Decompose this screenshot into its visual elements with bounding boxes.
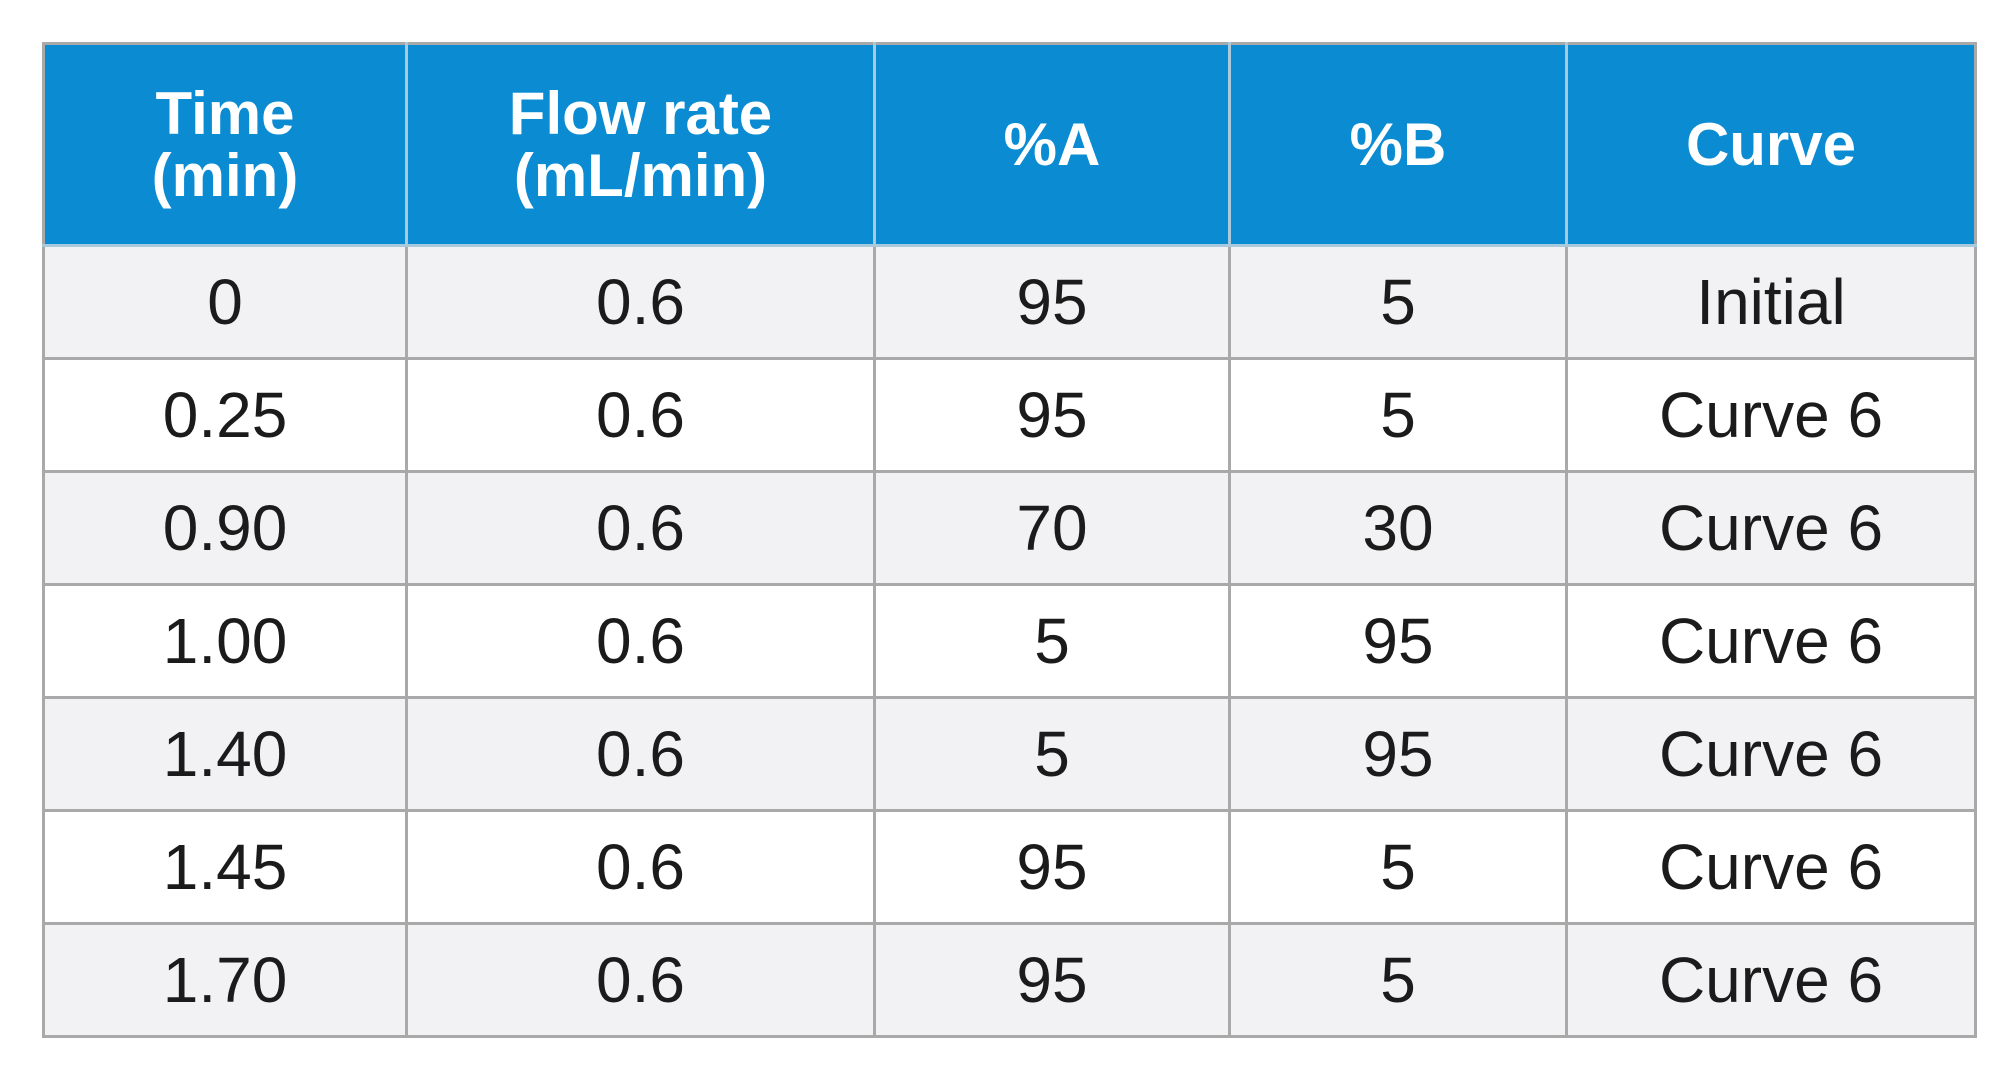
table-row: 0.25 0.6 95 5 Curve 6 — [42, 357, 1977, 473]
table-row: 1.40 0.6 5 95 Curve 6 — [42, 696, 1977, 812]
table-row: 1.45 0.6 95 5 Curve 6 — [42, 809, 1977, 925]
cell-percent-b: 5 — [1228, 809, 1568, 925]
cell-flow-rate: 0.6 — [405, 583, 876, 699]
cell-time: 1.45 — [42, 809, 408, 925]
cell-flow-rate: 0.6 — [405, 244, 876, 360]
cell-time: 0.90 — [42, 470, 408, 586]
cell-percent-b: 30 — [1228, 470, 1568, 586]
table-header: Time (min) Flow rate (mL/min) %A %B Curv… — [42, 42, 1977, 247]
header-time-unit: (min) — [151, 141, 299, 209]
cell-percent-a: 95 — [873, 357, 1231, 473]
cell-curve: Initial — [1565, 244, 1977, 360]
table-row: 0 0.6 95 5 Initial — [42, 244, 1977, 360]
cell-flow-rate: 0.6 — [405, 357, 876, 473]
header-flow-rate: Flow rate (mL/min) — [405, 42, 876, 247]
cell-time: 1.40 — [42, 696, 408, 812]
gradient-table: Time (min) Flow rate (mL/min) %A %B Curv… — [42, 42, 1977, 1038]
cell-percent-a: 95 — [873, 244, 1231, 360]
header-time: Time (min) — [42, 42, 408, 247]
header-flow-rate-unit: (mL/min) — [513, 141, 768, 209]
cell-flow-rate: 0.6 — [405, 809, 876, 925]
cell-percent-b: 95 — [1228, 696, 1568, 812]
gradient-table-container: Time (min) Flow rate (mL/min) %A %B Curv… — [42, 42, 1977, 1038]
cell-time: 0 — [42, 244, 408, 360]
table-row: 1.70 0.6 95 5 Curve 6 — [42, 922, 1977, 1038]
cell-percent-b: 5 — [1228, 357, 1568, 473]
cell-curve: Curve 6 — [1565, 357, 1977, 473]
header-percent-b-label: %B — [1349, 110, 1447, 178]
cell-curve: Curve 6 — [1565, 809, 1977, 925]
cell-curve: Curve 6 — [1565, 922, 1977, 1038]
header-curve-label: Curve — [1685, 110, 1857, 178]
cell-time: 1.00 — [42, 583, 408, 699]
cell-flow-rate: 0.6 — [405, 696, 876, 812]
cell-curve: Curve 6 — [1565, 583, 1977, 699]
cell-curve: Curve 6 — [1565, 696, 1977, 812]
cell-curve: Curve 6 — [1565, 470, 1977, 586]
cell-percent-b: 5 — [1228, 244, 1568, 360]
cell-percent-a: 95 — [873, 809, 1231, 925]
cell-time: 0.25 — [42, 357, 408, 473]
table-row: 1.00 0.6 5 95 Curve 6 — [42, 583, 1977, 699]
cell-time: 1.70 — [42, 922, 408, 1038]
cell-flow-rate: 0.6 — [405, 922, 876, 1038]
cell-percent-b: 95 — [1228, 583, 1568, 699]
table-body: 0 0.6 95 5 Initial 0.25 0.6 95 5 Curve 6… — [42, 244, 1977, 1038]
cell-percent-a: 95 — [873, 922, 1231, 1038]
header-row: Time (min) Flow rate (mL/min) %A %B Curv… — [42, 42, 1977, 247]
table-row: 0.90 0.6 70 30 Curve 6 — [42, 470, 1977, 586]
cell-flow-rate: 0.6 — [405, 470, 876, 586]
header-percent-a-label: %A — [1003, 110, 1101, 178]
cell-percent-a: 70 — [873, 470, 1231, 586]
header-curve: Curve — [1565, 42, 1977, 247]
header-flow-rate-label: Flow rate — [508, 79, 773, 147]
cell-percent-a: 5 — [873, 696, 1231, 812]
header-percent-b: %B — [1228, 42, 1568, 247]
header-time-label: Time — [155, 79, 295, 147]
cell-percent-a: 5 — [873, 583, 1231, 699]
header-percent-a: %A — [873, 42, 1231, 247]
cell-percent-b: 5 — [1228, 922, 1568, 1038]
